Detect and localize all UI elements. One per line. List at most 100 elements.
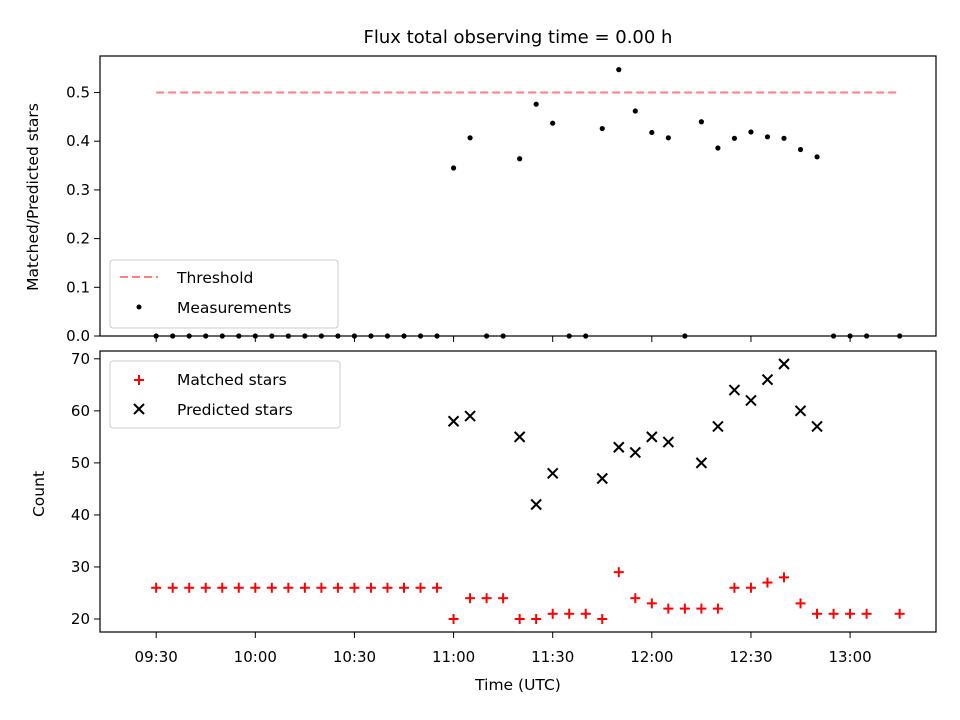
count-y-tick-label: 60 <box>71 402 90 420</box>
predicted-star-point <box>464 410 476 422</box>
ratio-y-tick-label: 0.5 <box>66 84 90 102</box>
measurement-point <box>599 125 605 132</box>
predicted-star-point <box>712 420 724 433</box>
matched-star-point <box>349 582 360 593</box>
chart-title: Flux total observing time = 0.00 h <box>364 27 673 48</box>
matched-star-point <box>762 577 773 588</box>
measurement-point <box>797 146 804 153</box>
measurement-point <box>764 134 771 140</box>
predicted-star-point <box>778 358 790 370</box>
measurement-point <box>632 108 638 114</box>
matched-star-point <box>283 582 294 593</box>
count-y-tick-label: 70 <box>71 350 90 368</box>
matched-star-point <box>365 582 376 593</box>
ratio-y-tick-label: 0.1 <box>66 278 90 296</box>
x-tick-label: 10:00 <box>234 648 277 666</box>
matched-star-point <box>465 593 476 604</box>
matched-star-point <box>233 582 244 593</box>
count-y-axis-label: Count <box>30 471 48 517</box>
matched-star-point <box>514 613 525 624</box>
predicted-star-point <box>695 457 708 469</box>
count-y-tick-label: 50 <box>71 454 90 472</box>
matched-star-point <box>580 608 591 619</box>
predicted-star-point <box>794 405 807 417</box>
matched-star-point <box>531 613 542 624</box>
count-panel-frame <box>99 350 937 633</box>
x-tick-label: 09:30 <box>135 648 178 666</box>
measurement-point <box>715 145 721 151</box>
measurement-point <box>517 156 523 162</box>
matched-star-point <box>564 608 575 619</box>
measurement-point <box>467 135 473 141</box>
measurement-point <box>781 135 787 141</box>
measurement-point <box>731 135 738 141</box>
x-tick-label: 10:30 <box>333 648 376 666</box>
measurement-point <box>649 129 655 136</box>
matched-star-point <box>745 582 756 593</box>
ratio-legend: Threshold Measurements <box>109 259 339 329</box>
measurement-point <box>533 101 539 107</box>
matched-star-point <box>679 603 690 614</box>
matched-star-point <box>696 603 707 614</box>
matched-star-point <box>861 608 872 619</box>
predicted-star-point <box>662 436 675 448</box>
x-tick-label: 12:00 <box>630 648 673 666</box>
matched-star-point <box>250 582 261 593</box>
x-tick-label: 12:30 <box>729 648 772 666</box>
x-tick-label: 11:00 <box>432 648 475 666</box>
matched-star-point <box>481 593 492 604</box>
matched-star-point <box>663 603 674 614</box>
predicted-star-point <box>596 472 608 485</box>
measurement-point <box>665 135 671 141</box>
matched-star-point <box>712 603 723 614</box>
matched-star-point <box>547 608 558 619</box>
predicted-legend-label: Predicted stars <box>177 401 293 419</box>
measurement-point <box>814 154 820 160</box>
measurement-point <box>450 165 457 171</box>
matched-star-point <box>729 582 740 593</box>
x-axis-label: Time (UTC) <box>474 676 561 694</box>
matched-star-point <box>597 613 608 624</box>
measurement-point <box>698 119 704 125</box>
ratio-legend-box <box>109 259 339 329</box>
matched-star-point <box>299 582 310 593</box>
count-y-tick-label: 40 <box>71 506 90 524</box>
predicted-star-point <box>629 446 642 459</box>
matched-star-point <box>184 582 195 593</box>
measurement-point <box>616 67 622 73</box>
ratio-y-axis-label: Matched/Predicted stars <box>24 103 42 291</box>
count-legend-box <box>109 360 341 429</box>
ratio-panel-frame <box>99 55 937 337</box>
matched-star-point <box>630 593 641 604</box>
ratio-y-tick-label: 0.2 <box>66 230 90 248</box>
ratio-y-tick-label: 0.4 <box>66 132 90 150</box>
matched-legend-swatch <box>134 375 144 385</box>
matched-star-point <box>828 608 839 619</box>
matched-star-point <box>779 572 789 583</box>
matched-star-point <box>151 582 162 593</box>
matched-star-point <box>795 598 806 609</box>
ratio-y-tick-label: 0.0 <box>66 327 90 345</box>
matched-star-point <box>316 582 327 593</box>
predicted-star-point <box>546 467 559 479</box>
ratio-panel: 0.0 0.1 0.2 0.3 0.4 0.5 Matched/Predicted sta… <box>24 55 937 345</box>
matched-star-point <box>266 582 277 593</box>
matched-star-point <box>415 582 426 593</box>
predicted-legend-swatch <box>133 403 145 415</box>
matched-legend-label: Matched stars <box>177 371 287 389</box>
predicted-star-point <box>613 441 625 453</box>
matched-star-point <box>448 613 459 624</box>
x-tick-label: 13:00 <box>828 648 871 666</box>
ratio-y-tick-label: 0.3 <box>66 181 90 199</box>
predicted-star-point <box>761 373 774 386</box>
predicted-star-point <box>447 415 460 427</box>
predicted-star-point <box>811 420 823 433</box>
count-y-tick-label: 30 <box>71 558 90 576</box>
matched-star-point <box>167 582 178 593</box>
x-tick-label: 11:30 <box>531 648 574 666</box>
matched-star-point <box>613 567 624 578</box>
matched-star-point <box>382 582 393 593</box>
count-y-tick-label: 20 <box>71 610 90 628</box>
threshold-legend-label: Threshold <box>176 269 253 287</box>
